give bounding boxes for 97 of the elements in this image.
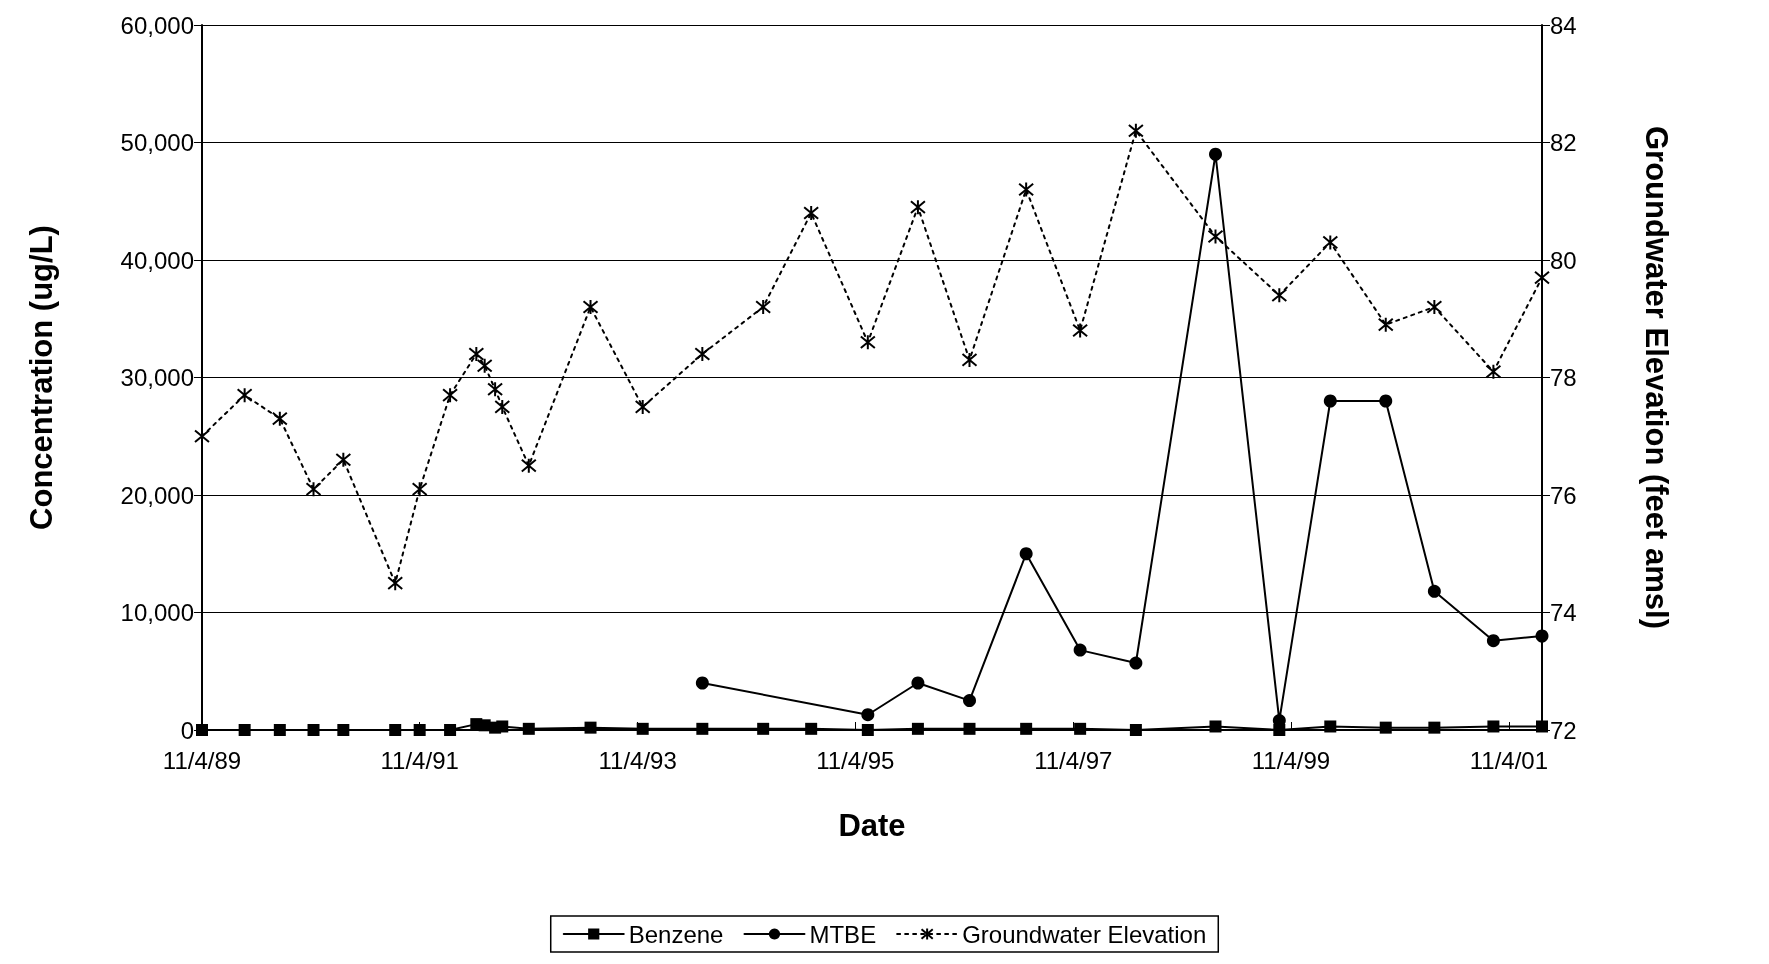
point [1485, 363, 1502, 380]
point [1074, 722, 1087, 735]
point [803, 205, 820, 221]
point [634, 398, 651, 415]
point [696, 722, 709, 735]
point [695, 676, 709, 690]
point [636, 722, 649, 735]
point [1487, 720, 1500, 733]
x-tick-label: 11/4/89 [162, 746, 242, 774]
point [1020, 722, 1033, 735]
point [1209, 720, 1222, 733]
point [755, 299, 772, 315]
point [1379, 394, 1393, 408]
legend-label: Benzene [628, 920, 724, 948]
y2-tick-label: 80 [1550, 246, 1577, 274]
point [1323, 394, 1337, 408]
point [411, 481, 428, 498]
y-tick-label: 20,000 [120, 481, 194, 509]
point [335, 451, 352, 468]
point [1377, 316, 1394, 333]
point [238, 724, 251, 736]
x-axis-title: Date [838, 808, 906, 843]
y2-tick-label: 78 [1550, 364, 1577, 391]
legend-label: Groundwater Elevation [962, 920, 1207, 948]
point [1535, 629, 1549, 643]
x-tick-label: 11/4/01 [1469, 746, 1549, 774]
point [307, 724, 320, 736]
point [413, 724, 426, 736]
y2-tick-label: 76 [1550, 481, 1577, 509]
point [757, 722, 770, 735]
point [584, 721, 597, 734]
y2-tick-label: 84 [1550, 11, 1577, 39]
point [859, 334, 876, 351]
point [468, 346, 485, 362]
point [1207, 228, 1224, 245]
point [961, 351, 978, 368]
point [487, 381, 504, 398]
point [496, 720, 509, 733]
point [1127, 122, 1144, 139]
point [1322, 234, 1339, 251]
point [861, 724, 874, 736]
y2-axis-title: Groundwater Elevation (feet amsl) [1638, 126, 1674, 629]
legend-label: MTBE [809, 920, 877, 948]
point [1129, 656, 1143, 670]
y2-tick-label: 82 [1550, 129, 1577, 156]
y-tick-label: 60,000 [120, 11, 194, 39]
point [476, 357, 493, 374]
point [444, 724, 457, 736]
point [494, 398, 511, 415]
point [1129, 724, 1142, 736]
point [909, 199, 926, 216]
y-tick-label: 10,000 [120, 599, 194, 626]
point [1209, 147, 1222, 161]
point [273, 724, 286, 736]
y-axis-title: Concentration (ug/L) [24, 225, 59, 530]
point [387, 575, 404, 592]
point [337, 724, 350, 736]
x-tick-label: 11/4/91 [380, 746, 459, 774]
point [1271, 287, 1288, 304]
point [1534, 269, 1550, 286]
point [271, 410, 288, 427]
point [963, 694, 976, 708]
x-tick-label: 11/4/97 [1034, 746, 1113, 774]
point [1019, 547, 1033, 561]
point [1427, 584, 1441, 598]
point [1428, 721, 1441, 734]
point [520, 457, 537, 474]
point [1273, 724, 1286, 736]
point [522, 722, 535, 735]
y-tick-label: 40,000 [120, 246, 194, 274]
point [963, 722, 976, 735]
point [1324, 720, 1337, 733]
y-tick-label: 50,000 [120, 129, 194, 156]
x-tick-label: 11/4/93 [598, 746, 677, 774]
y2-tick-label: 74 [1550, 599, 1577, 626]
x-tick-label: 11/4/99 [1251, 746, 1331, 774]
point [305, 481, 322, 498]
point [194, 428, 210, 445]
point [1018, 181, 1035, 198]
y2-tick-label: 72 [1550, 716, 1577, 744]
point [582, 299, 599, 315]
point [911, 722, 924, 735]
point [1426, 299, 1443, 315]
point [911, 676, 925, 690]
point [389, 724, 402, 736]
y-tick-label: 0 [180, 716, 194, 744]
point [1072, 322, 1089, 339]
y-tick-label: 30,000 [120, 364, 194, 391]
point [861, 708, 875, 722]
point [1073, 643, 1087, 657]
point [236, 387, 253, 404]
point [805, 722, 818, 735]
point [442, 387, 459, 404]
point [1379, 721, 1392, 734]
point [1486, 634, 1500, 648]
point [694, 346, 711, 362]
x-tick-label: 11/4/95 [816, 746, 895, 774]
